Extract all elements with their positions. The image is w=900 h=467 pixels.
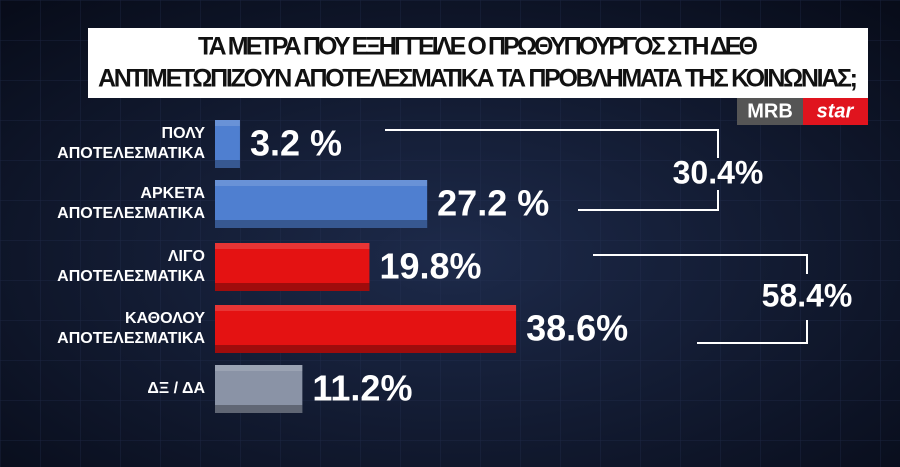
- chart-title: ΤΑ ΜΕΤΡΑ ΠΟΥ ΕΞΗΓΓΕΙΛΕ Ο ΠΡΩΘΥΠΟΥΡΓΟΣ ΣΤ…: [198, 33, 758, 61]
- logo-text: MRB: [747, 100, 793, 122]
- logo-box: [803, 98, 868, 125]
- bar-shade: [215, 345, 517, 353]
- bracket: [578, 190, 719, 211]
- value-label: 27.2 %: [437, 183, 549, 224]
- chart-title: ΑΝΤΙΜΕΤΩΠΙΖΟΥΝ ΑΠΟΤΕΛΕΣΜΑΤΙΚΑ ΤΑ ΠΡΟΒΛΗΜ…: [98, 65, 858, 93]
- bar-highlight: [215, 243, 370, 249]
- category-label: ΛΙΓΟ ΑΠΟΤΕΛΕΣΜΑΤΙΚΑ: [57, 248, 205, 285]
- logo-text: star: [817, 100, 855, 122]
- category-label: ΑΡΚΕΤΑ ΑΠΟΤΕΛΕΣΜΑΤΙΚΑ: [57, 185, 205, 222]
- bar-highlight: [215, 120, 240, 126]
- bracket: [593, 254, 808, 274]
- bar: [215, 365, 303, 413]
- bar-highlight: [215, 365, 303, 371]
- bar: [215, 305, 517, 353]
- bar-shade: [215, 160, 240, 168]
- bar: [215, 120, 240, 168]
- group-total: 30.4%: [673, 154, 764, 190]
- value-label: 19.8%: [379, 246, 481, 287]
- bracket: [697, 320, 808, 344]
- logo-box: [737, 98, 803, 125]
- bracket: [385, 129, 719, 158]
- bar-shade: [215, 283, 370, 291]
- value-label: 38.6%: [526, 308, 628, 349]
- bar: [215, 180, 428, 228]
- value-label: 11.2%: [312, 368, 412, 409]
- bar-highlight: [215, 305, 517, 311]
- category-label: ΚΑΘΟΛΟΥ ΑΠΟΤΕΛΕΣΜΑΤΙΚΑ: [57, 310, 205, 347]
- bar-shade: [215, 220, 428, 228]
- bar-shade: [215, 405, 303, 413]
- title-box: [88, 28, 868, 98]
- category-label: ΔΞ / ΔΑ: [147, 380, 205, 397]
- group-total: 58.4%: [762, 277, 853, 313]
- brackets: [385, 129, 808, 344]
- bar: [215, 243, 370, 291]
- category-label: ΠΟΛΥ ΑΠΟΤΕΛΕΣΜΑΤΙΚΑ: [57, 125, 205, 162]
- bar-highlight: [215, 180, 428, 186]
- value-label: 3.2 %: [250, 123, 342, 164]
